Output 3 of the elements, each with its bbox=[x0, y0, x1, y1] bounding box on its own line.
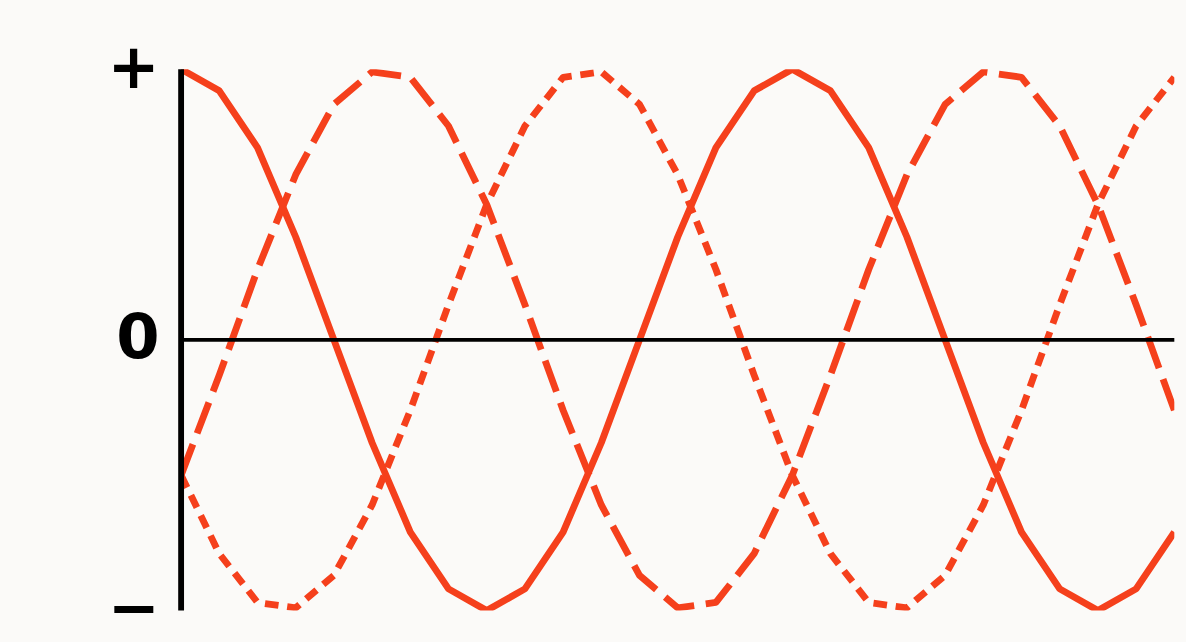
text: − bbox=[107, 571, 160, 642]
text: 0 bbox=[116, 300, 160, 374]
text: + bbox=[107, 29, 160, 103]
